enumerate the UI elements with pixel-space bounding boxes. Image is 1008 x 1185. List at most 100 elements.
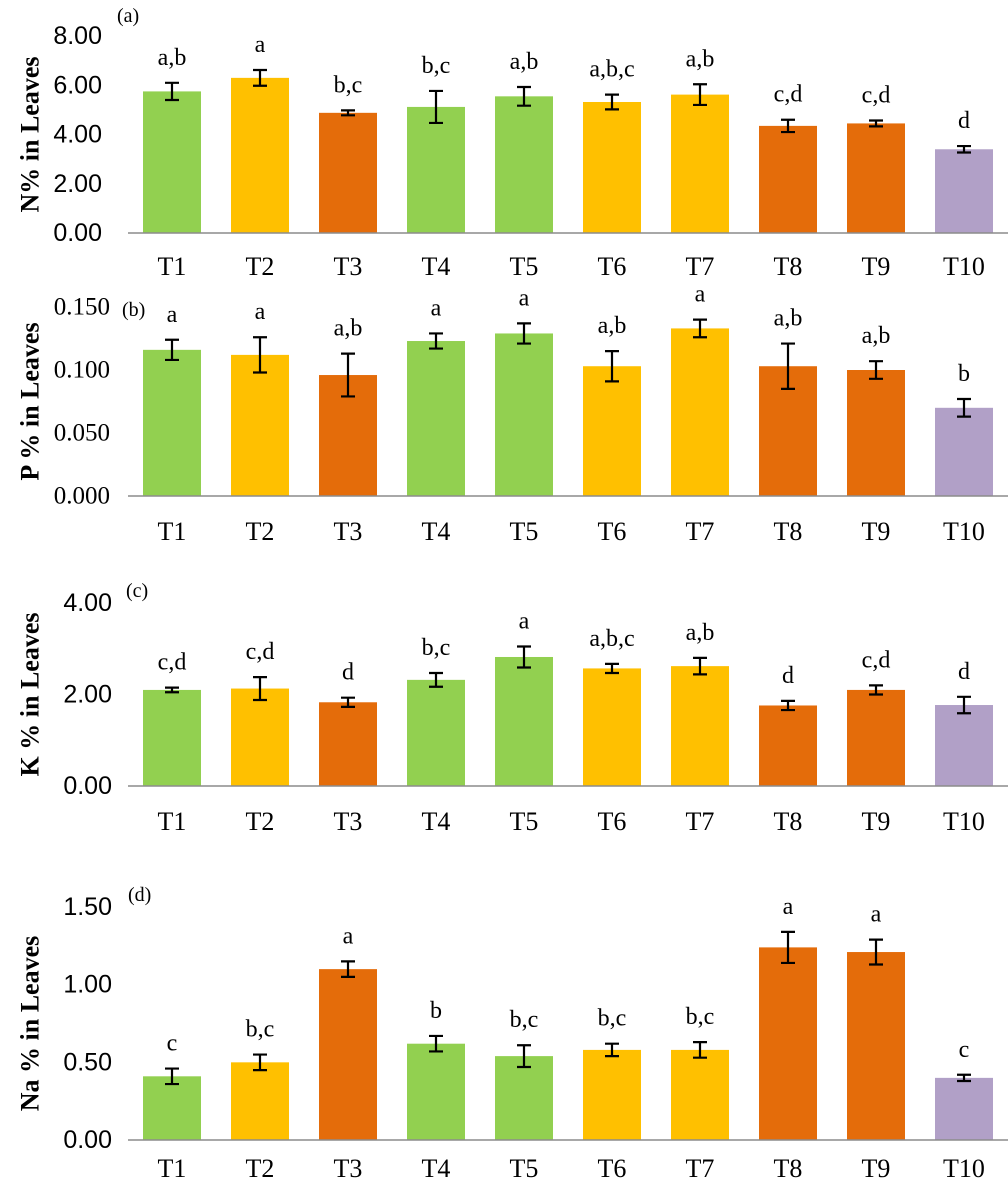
error-bar	[605, 350, 619, 383]
bar	[583, 668, 641, 786]
x-tick-label: T8	[774, 807, 803, 836]
error-bar	[781, 930, 795, 965]
x-tick-label: T9	[862, 807, 891, 836]
x-tick-label: T9	[862, 1154, 891, 1183]
bar	[143, 689, 201, 786]
significance-label: c,d	[862, 82, 891, 108]
significance-label: a,b	[510, 49, 539, 75]
significance-label: a,b	[774, 306, 803, 332]
x-tick-label: T8	[774, 1154, 803, 1183]
y-tick-label: 1.50	[63, 893, 112, 921]
y-tick-label: 0.50	[63, 1048, 112, 1076]
x-tick-label: T1	[158, 1154, 187, 1183]
significance-label: d	[342, 660, 354, 686]
x-tick-label: T4	[422, 807, 451, 836]
significance-label: a,b	[158, 45, 187, 71]
error-bar	[341, 109, 355, 117]
significance-label: c,d	[774, 82, 803, 108]
error-bar	[253, 676, 267, 702]
bar	[495, 656, 553, 786]
error-bar	[429, 1034, 443, 1053]
x-tick-label: T4	[422, 1154, 451, 1183]
y-tick-label: 0.150	[54, 294, 110, 321]
significance-label: c,d	[862, 647, 891, 673]
panel-label: (d)	[128, 884, 151, 906]
error-bar	[781, 118, 795, 134]
significance-label: a,b	[862, 323, 891, 349]
significance-label: a	[695, 282, 706, 308]
significance-label: a,b	[598, 313, 627, 339]
error-bar	[869, 684, 883, 696]
x-tick-label: T6	[598, 252, 627, 281]
y-axis-label: N% in Leaves	[16, 57, 45, 213]
error-bar	[693, 656, 707, 676]
x-tick-label: T7	[686, 517, 715, 546]
x-tick-label: T3	[334, 517, 363, 546]
significance-label: a,b	[334, 316, 363, 342]
y-axis-label: Na % in Leaves	[16, 936, 45, 1112]
y-tick-label: 2.00	[63, 681, 112, 709]
bar	[231, 354, 289, 496]
bar	[583, 1049, 641, 1140]
x-tick-label: T10	[943, 1154, 985, 1183]
error-bar	[869, 938, 883, 966]
error-bar	[693, 83, 707, 107]
significance-label: a	[871, 902, 882, 928]
y-tick-label: 4.00	[63, 589, 112, 617]
bar	[231, 77, 289, 233]
bar	[935, 1077, 993, 1140]
bar	[495, 333, 553, 496]
bar	[847, 952, 905, 1140]
error-bar	[429, 671, 443, 688]
error-bar	[517, 645, 531, 669]
significance-label: a	[167, 302, 178, 328]
x-tick-label: T10	[943, 517, 985, 546]
significance-label: b,c	[246, 1017, 275, 1043]
error-bar	[341, 696, 355, 708]
y-tick-label: 0.050	[54, 420, 110, 447]
y-axis-label: P % in Leaves	[16, 322, 45, 480]
x-tick-label: T7	[686, 807, 715, 836]
x-tick-label: T10	[943, 252, 985, 281]
bar	[759, 705, 817, 786]
significance-label: b,c	[686, 1004, 715, 1030]
significance-label: b	[430, 998, 442, 1024]
error-bar	[517, 322, 531, 345]
x-tick-label: T2	[246, 807, 275, 836]
bar	[407, 679, 465, 786]
bar	[407, 106, 465, 233]
x-tick-label: T8	[774, 252, 803, 281]
significance-label: c	[167, 1031, 178, 1057]
error-bar	[605, 1042, 619, 1058]
significance-label: b,c	[598, 1006, 627, 1032]
significance-label: d	[958, 659, 970, 685]
y-tick-label: 2.00	[53, 170, 102, 198]
significance-label: c,d	[158, 650, 187, 676]
panel-label: (b)	[122, 299, 145, 321]
significance-label: a	[431, 295, 442, 321]
error-bar	[253, 68, 267, 87]
x-tick-label: T8	[774, 517, 803, 546]
significance-label: a,b	[686, 46, 715, 72]
bar	[143, 1076, 201, 1140]
x-tick-label: T4	[422, 252, 451, 281]
x-tick-label: T2	[246, 517, 275, 546]
x-tick-label: T3	[334, 1154, 363, 1183]
significance-label: a	[255, 299, 266, 325]
significance-label: d	[782, 663, 794, 689]
bar	[319, 969, 377, 1140]
significance-label: d	[958, 108, 970, 134]
bar	[847, 689, 905, 786]
error-bar	[517, 85, 531, 107]
error-bar	[781, 342, 795, 390]
error-bar	[429, 89, 443, 125]
error-bar	[869, 360, 883, 380]
bar	[671, 1049, 729, 1140]
error-bar	[957, 1073, 971, 1083]
bar	[935, 149, 993, 233]
bar	[671, 666, 729, 786]
bar	[671, 328, 729, 496]
bar	[583, 101, 641, 234]
bar	[231, 1062, 289, 1140]
